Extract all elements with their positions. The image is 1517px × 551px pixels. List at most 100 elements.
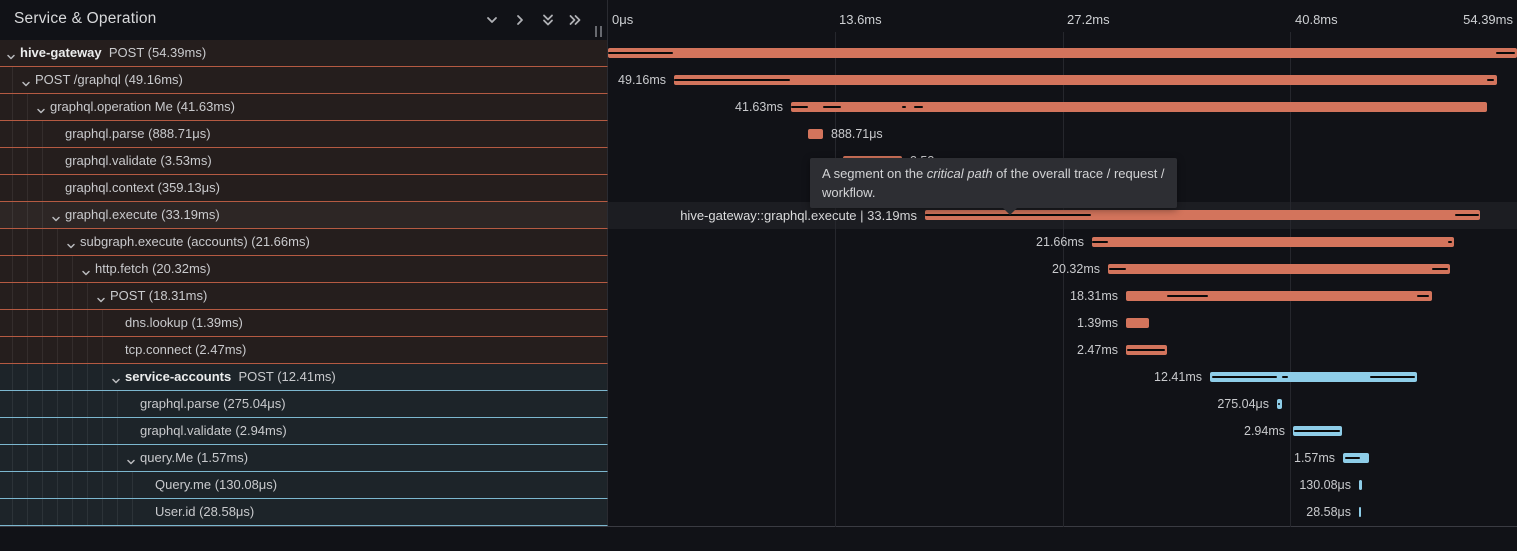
- indent-guide: [27, 364, 28, 390]
- indent-guide: [102, 472, 103, 498]
- indent-guide: [12, 283, 13, 309]
- span-timeline-cell: 28.58μs: [608, 499, 1517, 526]
- span-bar[interactable]: [925, 210, 1480, 220]
- indent-guide: [12, 418, 13, 444]
- critical-path-segment: [1345, 457, 1360, 459]
- chevron-down-icon[interactable]: [6, 49, 16, 60]
- span-tree-cell[interactable]: graphql.validate (3.53ms): [0, 148, 608, 175]
- span-tree-cell[interactable]: User.id (28.58μs): [0, 499, 608, 526]
- chevron-down-icon[interactable]: [484, 12, 500, 28]
- span-label: subgraph.execute (accounts) (21.66ms): [80, 234, 310, 249]
- span-row[interactable]: POST /graphql (49.16ms) 49.16ms: [0, 67, 1517, 94]
- span-tree-cell[interactable]: graphql.operation Me (41.63ms): [0, 94, 608, 121]
- span-timeline-cell: 130.08μs: [608, 472, 1517, 499]
- chevron-down-icon[interactable]: [21, 76, 31, 87]
- axis-tick-label: 27.2ms: [1067, 12, 1110, 27]
- chevron-down-icon[interactable]: [111, 373, 121, 384]
- indent-guide: [27, 256, 28, 282]
- service-operation-header: Service & Operation: [0, 0, 608, 40]
- indent-guide: [102, 499, 103, 525]
- span-tree-cell[interactable]: Query.me (130.08μs): [0, 472, 608, 499]
- chevron-right-icon[interactable]: [512, 12, 528, 28]
- span-row[interactable]: service-accounts POST (12.41ms) 12.41ms: [0, 364, 1517, 391]
- span-row[interactable]: POST (18.31ms) 18.31ms: [0, 283, 1517, 310]
- chevron-down-icon[interactable]: [126, 454, 136, 465]
- span-label: query.Me (1.57ms): [140, 450, 249, 465]
- indent-guide: [27, 391, 28, 417]
- indent-guide: [72, 310, 73, 336]
- indent-guide: [12, 202, 13, 228]
- span-tree-cell[interactable]: tcp.connect (2.47ms): [0, 337, 608, 364]
- indent-guide: [102, 310, 103, 336]
- indent-guide: [12, 148, 13, 174]
- indent-guide: [12, 67, 13, 93]
- span-row[interactable]: tcp.connect (2.47ms) 2.47ms: [0, 337, 1517, 364]
- span-row[interactable]: graphql.parse (888.71μs) 888.71μs: [0, 121, 1517, 148]
- indent-guide: [12, 391, 13, 417]
- chevron-down-icon[interactable]: [36, 103, 46, 114]
- span-bar[interactable]: [1359, 480, 1362, 490]
- indent-guide: [27, 337, 28, 363]
- tooltip-line-2: workflow.: [822, 185, 876, 200]
- span-row[interactable]: Query.me (130.08μs) 130.08μs: [0, 472, 1517, 499]
- indent-guide: [87, 364, 88, 390]
- span-bar[interactable]: [1092, 237, 1454, 247]
- span-row[interactable]: graphql.operation Me (41.63ms) 41.63ms: [0, 94, 1517, 121]
- span-tree-cell[interactable]: POST /graphql (49.16ms): [0, 67, 608, 94]
- chevron-down-icon[interactable]: [51, 211, 61, 222]
- indent-guide: [117, 445, 118, 471]
- indent-guide: [72, 499, 73, 525]
- span-bar[interactable]: [1126, 318, 1149, 328]
- span-tree-cell[interactable]: graphql.parse (275.04μs): [0, 391, 608, 418]
- span-tree-cell[interactable]: POST (18.31ms): [0, 283, 608, 310]
- span-duration-label: 12.41ms: [1154, 370, 1202, 384]
- indent-guide: [12, 229, 13, 255]
- span-bar[interactable]: [1359, 507, 1361, 517]
- span-tree-cell[interactable]: subgraph.execute (accounts) (21.66ms): [0, 229, 608, 256]
- double-chevron-right-icon[interactable]: [567, 12, 583, 28]
- indent-guide: [12, 256, 13, 282]
- indent-guide: [42, 202, 43, 228]
- span-bar[interactable]: [1108, 264, 1450, 274]
- span-rows: hive-gateway POST (54.39ms) POST /graphq…: [0, 32, 1517, 527]
- span-row[interactable]: User.id (28.58μs) 28.58μs: [0, 499, 1517, 526]
- span-bar[interactable]: [674, 75, 1497, 85]
- span-row[interactable]: graphql.execute (33.19ms) hive-gateway::…: [0, 202, 1517, 229]
- span-timeline-cell: 2.47ms: [608, 337, 1517, 364]
- chevron-down-icon[interactable]: [81, 265, 91, 276]
- chevron-down-icon[interactable]: [66, 238, 76, 249]
- span-tree-cell[interactable]: dns.lookup (1.39ms): [0, 310, 608, 337]
- indent-guide: [27, 310, 28, 336]
- column-resize-handle[interactable]: [594, 26, 603, 37]
- span-tree-cell[interactable]: graphql.parse (888.71μs): [0, 121, 608, 148]
- indent-guide: [72, 472, 73, 498]
- span-tree-cell[interactable]: graphql.context (359.13μs): [0, 175, 608, 202]
- span-duration-label: 130.08μs: [1299, 478, 1351, 492]
- indent-guide: [72, 337, 73, 363]
- span-row[interactable]: graphql.validate (2.94ms) 2.94ms: [0, 418, 1517, 445]
- span-row[interactable]: graphql.parse (275.04μs) 275.04μs: [0, 391, 1517, 418]
- span-row[interactable]: subgraph.execute (accounts) (21.66ms) 21…: [0, 229, 1517, 256]
- span-row[interactable]: query.Me (1.57ms) 1.57ms: [0, 445, 1517, 472]
- span-tree-cell[interactable]: http.fetch (20.32ms): [0, 256, 608, 283]
- chevron-down-icon[interactable]: [96, 292, 106, 303]
- span-bar[interactable]: [1126, 291, 1432, 301]
- span-bar[interactable]: [791, 102, 1487, 112]
- span-row[interactable]: http.fetch (20.32ms) 20.32ms: [0, 256, 1517, 283]
- span-label: POST (18.31ms): [110, 288, 208, 303]
- indent-guide: [57, 418, 58, 444]
- double-chevron-down-icon[interactable]: [540, 12, 556, 28]
- indent-guide: [102, 445, 103, 471]
- span-row[interactable]: dns.lookup (1.39ms) 1.39ms: [0, 310, 1517, 337]
- span-bar[interactable]: [808, 129, 823, 139]
- indent-guide: [87, 391, 88, 417]
- span-tree-cell[interactable]: graphql.validate (2.94ms): [0, 418, 608, 445]
- span-bar[interactable]: [1210, 372, 1417, 382]
- span-tree-cell[interactable]: graphql.execute (33.19ms): [0, 202, 608, 229]
- span-tree-cell[interactable]: hive-gateway POST (54.39ms): [0, 40, 608, 67]
- span-bar[interactable]: [608, 48, 1517, 58]
- span-row[interactable]: hive-gateway POST (54.39ms): [0, 40, 1517, 67]
- span-tree-cell[interactable]: service-accounts POST (12.41ms): [0, 364, 608, 391]
- indent-guide: [102, 364, 103, 390]
- span-tree-cell[interactable]: query.Me (1.57ms): [0, 445, 608, 472]
